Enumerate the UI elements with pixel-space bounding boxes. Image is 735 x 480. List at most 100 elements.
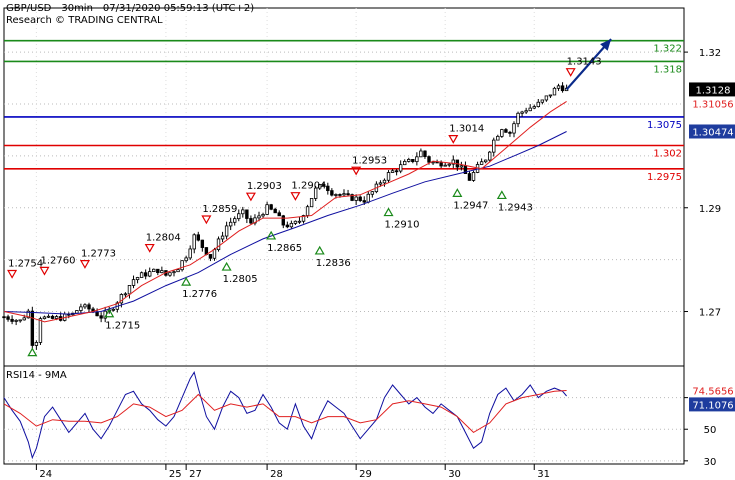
pivot-low-label: 1.2947: [453, 200, 488, 211]
candle-body: [22, 317, 26, 321]
time-tick-label: 27: [189, 469, 202, 480]
level-label: 1.3075: [647, 120, 682, 131]
ma-fast-tag-box: [689, 96, 735, 111]
candle-body: [156, 268, 160, 274]
candle-body: [79, 306, 83, 311]
pivot-low-label: 1.2836: [316, 258, 351, 269]
candle-body: [220, 235, 225, 240]
candle-body: [350, 194, 354, 201]
candle-body: [180, 260, 184, 271]
rsi-line: [3, 371, 567, 460]
candle-body: [212, 249, 217, 259]
candle-body: [224, 225, 229, 237]
candle-body: [95, 311, 99, 317]
pivot-low-label: 1.2865: [267, 243, 302, 254]
support-resistance-levels: 1.322 1.318 1.3075 1.302 1.2975: [4, 39, 684, 183]
pivot-low-label: 1.2943: [498, 202, 533, 213]
price-axis: 1.32 1.29 1.27 1.3128 1.31056 1.30474: [684, 48, 735, 319]
candle-body: [30, 310, 35, 346]
forecast-arrow-head: [600, 39, 612, 51]
pivot-high-label: 1.2903: [247, 181, 282, 192]
rsi-title: RSI14 - 9MA: [6, 370, 67, 381]
pivot-high-label: 1.2904: [291, 181, 326, 192]
pivot-low-marker: [27, 347, 38, 357]
candle-body: [451, 159, 455, 165]
candle-body: [403, 160, 407, 166]
pivot-high-label: 1.2859: [202, 204, 237, 215]
candle-body: [216, 238, 221, 251]
last-price-tag-box: [689, 82, 735, 97]
candle-body: [338, 194, 342, 196]
pivot-low-marker: [314, 245, 325, 255]
candle-body: [366, 193, 370, 203]
candle-body: [556, 85, 561, 89]
candle-body: [42, 316, 47, 320]
pivot-high-label: 1.2953: [352, 155, 387, 166]
candle-body: [172, 271, 176, 274]
pivot-high-marker: [290, 192, 301, 201]
level-label: 1.318: [653, 64, 682, 75]
candle-body: [439, 162, 443, 167]
candle-body: [26, 310, 30, 319]
candle-body: [152, 268, 156, 273]
rsi-ma-line: [3, 390, 567, 434]
pivot-low-label: 1.2910: [385, 220, 420, 231]
candle-body: [14, 319, 18, 322]
candle-body: [447, 163, 451, 166]
candle-body: [471, 172, 476, 181]
candle-body: [394, 170, 399, 173]
rsi-ma-last-tag-box: [689, 397, 735, 412]
level-label: 1.2975: [647, 172, 682, 183]
level-label: 1.302: [653, 148, 682, 159]
candle-body: [305, 206, 310, 216]
candle-body: [168, 272, 172, 276]
pivot-high-marker: [144, 243, 155, 253]
time-tick-label: 24: [39, 469, 52, 480]
candle-body: [111, 308, 115, 311]
time-axis: 24 25 27 28 29 30 31: [35, 464, 550, 480]
candle-body: [184, 257, 188, 262]
candle-body: [524, 110, 528, 113]
candle-body: [50, 315, 55, 319]
candle-body: [504, 129, 508, 133]
candle-body: [200, 239, 205, 248]
candle-body: [318, 184, 322, 189]
candle-body: [148, 271, 152, 277]
candle-body: [415, 156, 419, 163]
candle-body: [390, 170, 395, 173]
candle-body: [249, 218, 253, 224]
candle-body: [548, 94, 553, 97]
pivot-high-marker: [7, 269, 18, 279]
rsi-axis: 50 30 74.5656 71.1076: [684, 383, 735, 468]
candle-body: [342, 193, 346, 196]
candle-body: [427, 156, 431, 163]
candle-body: [411, 159, 415, 163]
candle-body: [237, 213, 241, 220]
candle-body: [467, 173, 472, 181]
price-tick-label: 1.29: [699, 204, 721, 215]
time-tick-label: 30: [448, 469, 461, 480]
candle-body: [34, 342, 39, 346]
pivot-high-label: 1.2754: [8, 259, 43, 270]
pivot-high-label: 1.2773: [81, 249, 116, 260]
candle-body: [330, 190, 334, 196]
candle-body: [293, 220, 298, 224]
candle-body: [245, 209, 249, 219]
pivot-low-marker: [452, 188, 463, 197]
candle-body: [370, 191, 375, 195]
candle-body: [208, 254, 213, 259]
ma-slow-line: [3, 131, 567, 315]
pivot-high-label: 1.2760: [40, 255, 75, 266]
candle-body: [496, 135, 500, 141]
pivot-high-marker: [245, 192, 256, 202]
candle-body: [160, 270, 164, 274]
pivot-high-marker: [39, 266, 50, 276]
rsi-tick-label: 30: [704, 457, 717, 468]
candle-body: [544, 95, 549, 101]
last-price-tag-label: 1.3128: [696, 85, 731, 96]
candle-body: [431, 161, 435, 164]
rsi-plot-frame: [3, 365, 685, 465]
chart-header-line1: GBP/USD - 30min - 07/31/2020 05:59:13 (U…: [6, 3, 254, 14]
candle-body: [261, 214, 265, 217]
candle-body: [362, 200, 366, 203]
